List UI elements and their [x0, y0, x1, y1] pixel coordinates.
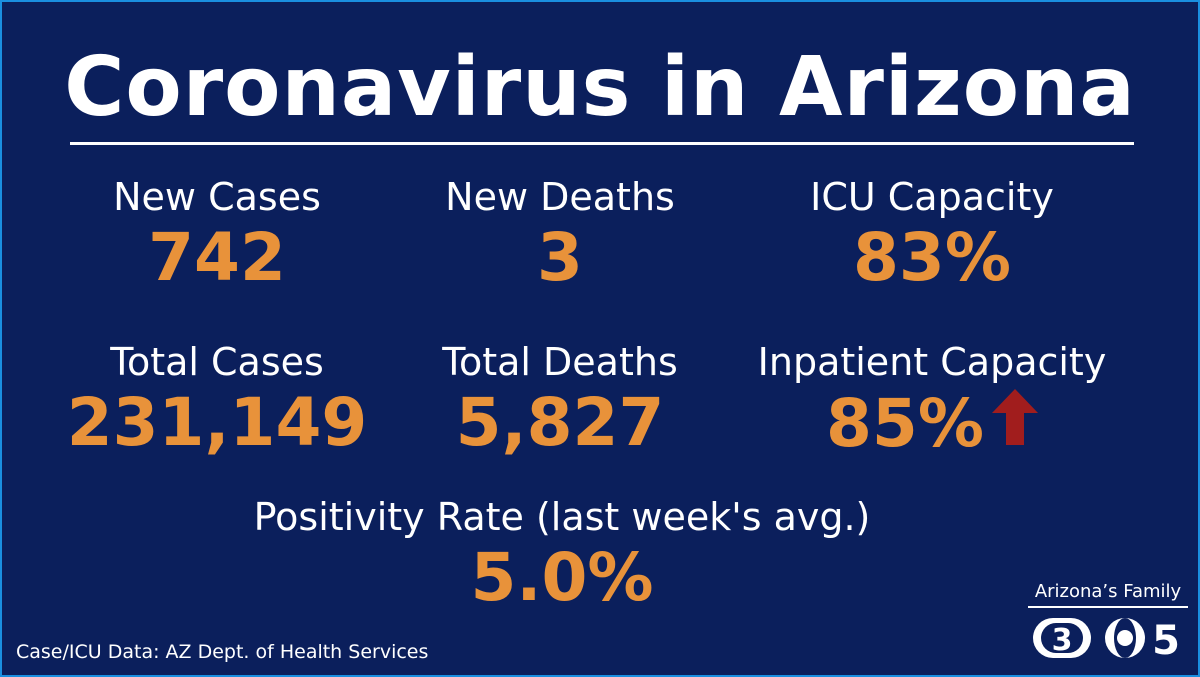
stat-total-deaths: Total Deaths 5,827 [385, 339, 735, 461]
stat-label: Positivity Rate (last week's avg.) [253, 495, 871, 539]
data-source-note: Case/ICU Data: AZ Dept. of Health Servic… [16, 641, 429, 663]
stat-label: Total Cases [110, 340, 324, 384]
stat-value: 5,827 [455, 384, 665, 461]
stat-value-row: 85% [742, 385, 1122, 471]
brand-name: Arizona’s Family [1034, 581, 1182, 602]
channel-3-logo-icon: 3 [1033, 618, 1091, 658]
channel-left-number: 3 [1052, 623, 1073, 658]
stat-label: Inpatient Capacity [757, 340, 1107, 384]
title-divider [70, 142, 1134, 145]
stat-positivity-rate: Positivity Rate (last week's avg.) 5.0% [202, 494, 922, 616]
stat-label: New Deaths [445, 175, 675, 219]
station-brand: Arizona’s Family 3 5 [1024, 580, 1192, 660]
stat-inpatient-capacity: Inpatient Capacity 85% [742, 339, 1122, 471]
stat-value: 742 [148, 219, 286, 296]
stat-value: 5.0% [470, 539, 654, 616]
stat-value: 231,149 [66, 384, 368, 461]
channel-right-number: 5 [1152, 618, 1180, 660]
brand-divider [1028, 606, 1188, 608]
cbs-5-logo-icon: 5 [1105, 618, 1180, 660]
stat-value: 85% [826, 385, 984, 463]
stat-new-deaths: New Deaths 3 [385, 174, 735, 296]
stat-value: 83% [853, 219, 1011, 296]
page-title: Coronavirus in Arizona [64, 40, 1136, 135]
stat-label: ICU Capacity [810, 175, 1054, 219]
stat-label: New Cases [113, 175, 321, 219]
channel-logos: 3 5 [1024, 616, 1192, 660]
stat-icu-capacity: ICU Capacity 83% [742, 174, 1122, 296]
up-arrow-icon [991, 385, 1038, 461]
stat-value: 3 [537, 219, 583, 296]
stat-total-cases: Total Cases 231,149 [42, 339, 392, 461]
stat-new-cases: New Cases 742 [42, 174, 392, 296]
stat-label: Total Deaths [442, 340, 678, 384]
